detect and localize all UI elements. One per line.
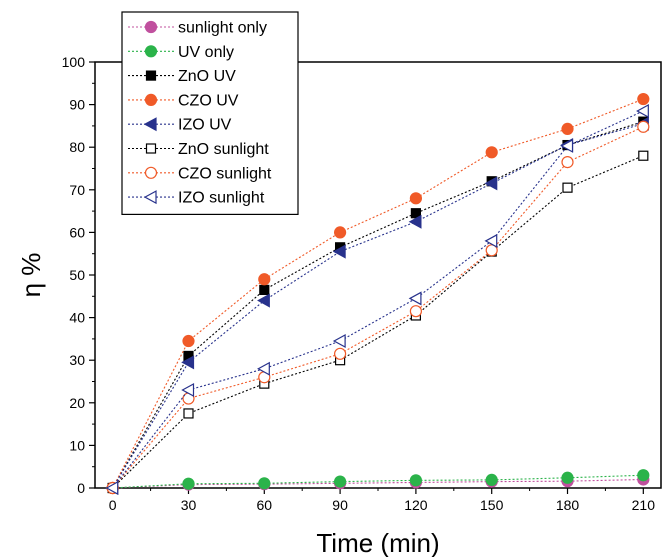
data-point [561, 156, 574, 169]
series-line [112, 155, 644, 489]
legend-marker [144, 166, 158, 179]
y-tick-label: 100 [62, 54, 86, 70]
data-point [637, 469, 650, 482]
series-line [112, 110, 644, 489]
y-tick-label: 50 [69, 267, 85, 283]
data-point [408, 291, 422, 306]
legend-item: IZO sunlight [128, 190, 265, 207]
legend-item: CZO sunlight [128, 165, 272, 182]
legend-item: ZnO sunlight [128, 141, 269, 158]
legend-marker [143, 117, 157, 132]
data-point [181, 383, 195, 398]
legend-item: sunlight only [128, 20, 267, 37]
legend-marker [145, 70, 157, 81]
data-point [259, 284, 270, 296]
series-izo-sunlight [105, 103, 649, 496]
legend-marker [144, 45, 158, 58]
legend-label: ZnO sunlight [178, 141, 269, 158]
legend-item: IZO UV [128, 117, 232, 134]
data-point [258, 477, 271, 490]
y-tick-label: 60 [69, 224, 85, 240]
series-line [112, 478, 644, 489]
x-tick-label: 30 [181, 497, 197, 513]
series-layer [105, 92, 650, 496]
x-tick-label: 210 [632, 497, 656, 513]
data-point [637, 120, 650, 133]
y-tick-label: 30 [69, 352, 85, 368]
series-line [112, 98, 644, 489]
data-point [409, 192, 423, 205]
y-tick-label: 90 [69, 97, 85, 113]
data-point [409, 474, 423, 487]
legend-marker [143, 190, 157, 205]
data-point [637, 92, 650, 106]
legend-item: CZO UV [128, 92, 239, 109]
legend-marker [144, 93, 158, 107]
legend-item: ZnO UV [128, 68, 236, 85]
data-point [105, 480, 119, 496]
x-tick-label: 90 [332, 497, 348, 513]
x-tick-label: 120 [404, 497, 428, 513]
data-point [562, 182, 573, 193]
x-axis-title: Time (min) [316, 528, 439, 557]
y-tick-label: 70 [69, 182, 85, 198]
data-point [485, 146, 498, 159]
legend: sunlight only UV only ZnO UV CZO UV IZO UV Zn… [121, 11, 299, 215]
data-point [484, 176, 498, 191]
data-point [408, 214, 422, 229]
data-point [410, 208, 422, 219]
data-point [561, 122, 574, 135]
data-point [333, 475, 347, 488]
data-point [484, 233, 498, 248]
series-line [112, 126, 644, 489]
x-tick-label: 180 [556, 497, 580, 513]
legend-marker [144, 20, 158, 34]
data-point [258, 273, 271, 286]
legend-label: CZO UV [178, 92, 239, 109]
y-tick-label: 40 [69, 310, 85, 326]
x-tick-label: 60 [257, 497, 273, 513]
y-tick-label: 10 [69, 437, 85, 453]
data-point [485, 473, 498, 487]
y-tick-label: 80 [69, 139, 85, 155]
data-point [409, 305, 423, 318]
legend-box [121, 11, 299, 215]
data-point [561, 471, 574, 484]
legend-label: CZO sunlight [178, 165, 272, 182]
y-tick-label: 0 [77, 480, 85, 496]
data-point [257, 293, 270, 308]
data-point [332, 244, 346, 259]
legend-label: IZO sunlight [178, 190, 265, 207]
data-point [333, 226, 347, 239]
data-point [332, 334, 346, 349]
series-line [112, 121, 644, 489]
legend-item: UV only [128, 44, 234, 61]
legend-label: UV only [178, 44, 234, 61]
data-point [182, 477, 195, 490]
data-point [183, 408, 194, 419]
series-line [112, 474, 644, 489]
x-tick-label: 150 [480, 497, 504, 513]
data-point [181, 355, 195, 370]
ticks: 0 30 60 90 120 150 180 210 0 10 20 30 40 50 60 70 80 90 10… [62, 54, 656, 513]
data-point [257, 361, 270, 376]
data-point [636, 103, 649, 119]
data-point [638, 150, 649, 161]
y-axis-title: η % [16, 253, 46, 298]
data-point [560, 138, 574, 153]
legend-label: ZnO UV [178, 68, 236, 85]
x-tick-label: 0 [109, 497, 117, 513]
y-tick-label: 20 [69, 395, 85, 411]
legend-label: sunlight only [178, 20, 267, 37]
data-point [182, 334, 195, 348]
legend-label: IZO UV [178, 117, 232, 134]
legend-marker [145, 143, 157, 154]
data-point [333, 347, 347, 360]
